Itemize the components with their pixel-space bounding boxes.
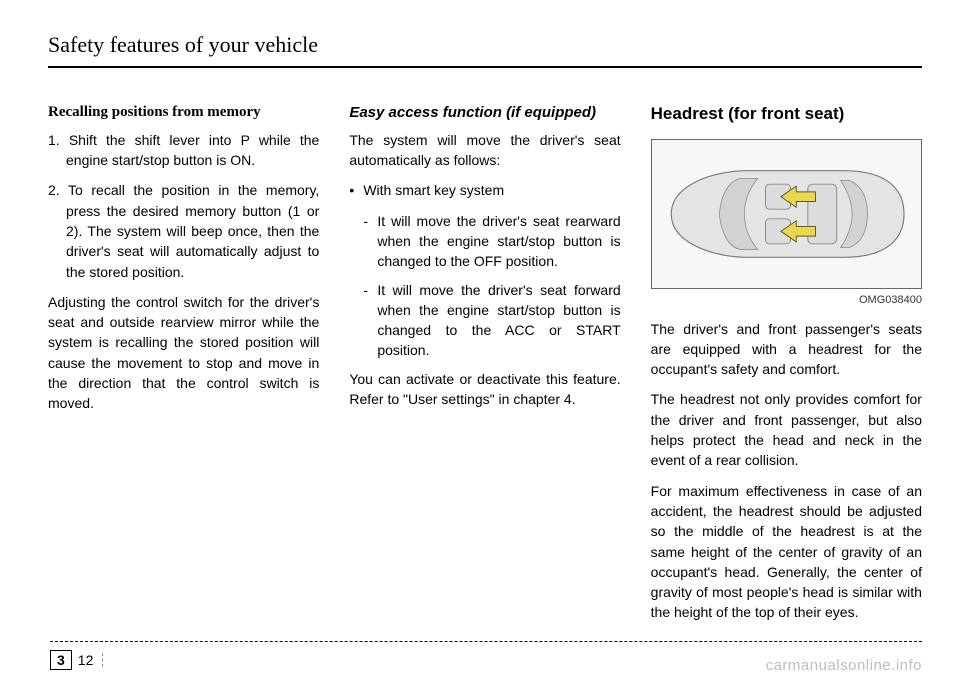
col2-intro: The system will move the driver's seat a…: [349, 130, 620, 171]
figure-code: OMG038400: [651, 293, 922, 309]
column-3: Headrest (for front seat): [651, 102, 922, 633]
running-head: Safety features of your vehicle: [48, 32, 922, 68]
footer-page: 3 12: [50, 650, 103, 670]
col1-step-2: 2. To recall the position in the memory,…: [48, 180, 319, 281]
footer-chapter: 3: [50, 650, 72, 670]
col2-subhead: Easy access function (if equipped): [349, 102, 620, 124]
watermark: carmanualsonline.info: [766, 657, 922, 674]
page: Safety features of your vehicle Recallin…: [0, 0, 960, 690]
footer-ticks: [101, 653, 103, 667]
footer-page-number: 12: [78, 652, 94, 668]
col3-p3: For maximum effectiveness in case of an …: [651, 481, 922, 623]
col2-outro: You can activate or deactivate this feat…: [349, 369, 620, 410]
car-body: [671, 170, 904, 257]
headrest-figure: [651, 139, 922, 289]
col3-p1: The driver's and front passenger's seats…: [651, 319, 922, 380]
col3-p2: The headrest not only provides comfort f…: [651, 389, 922, 470]
col2-dash-1: It will move the driver's seat rearward …: [349, 211, 620, 272]
spacer: [48, 68, 922, 102]
col1-step-1: 1. Shift the shift lever into P while th…: [48, 130, 319, 171]
column-2: Easy access function (if equipped) The s…: [349, 102, 620, 633]
col2-dash-2: It will move the driver's seat forward w…: [349, 280, 620, 361]
columns: Recalling positions from memory 1. Shift…: [48, 102, 922, 633]
col1-paragraph: Adjusting the control switch for the dri…: [48, 292, 319, 414]
column-1: Recalling positions from memory 1. Shift…: [48, 102, 319, 633]
footer-rule: [50, 641, 922, 642]
col3-section-head: Headrest (for front seat): [651, 102, 922, 127]
car-top-view-icon: [652, 140, 921, 288]
col2-bullet: With smart key system: [349, 180, 620, 200]
col1-subhead: Recalling positions from memory: [48, 102, 319, 124]
